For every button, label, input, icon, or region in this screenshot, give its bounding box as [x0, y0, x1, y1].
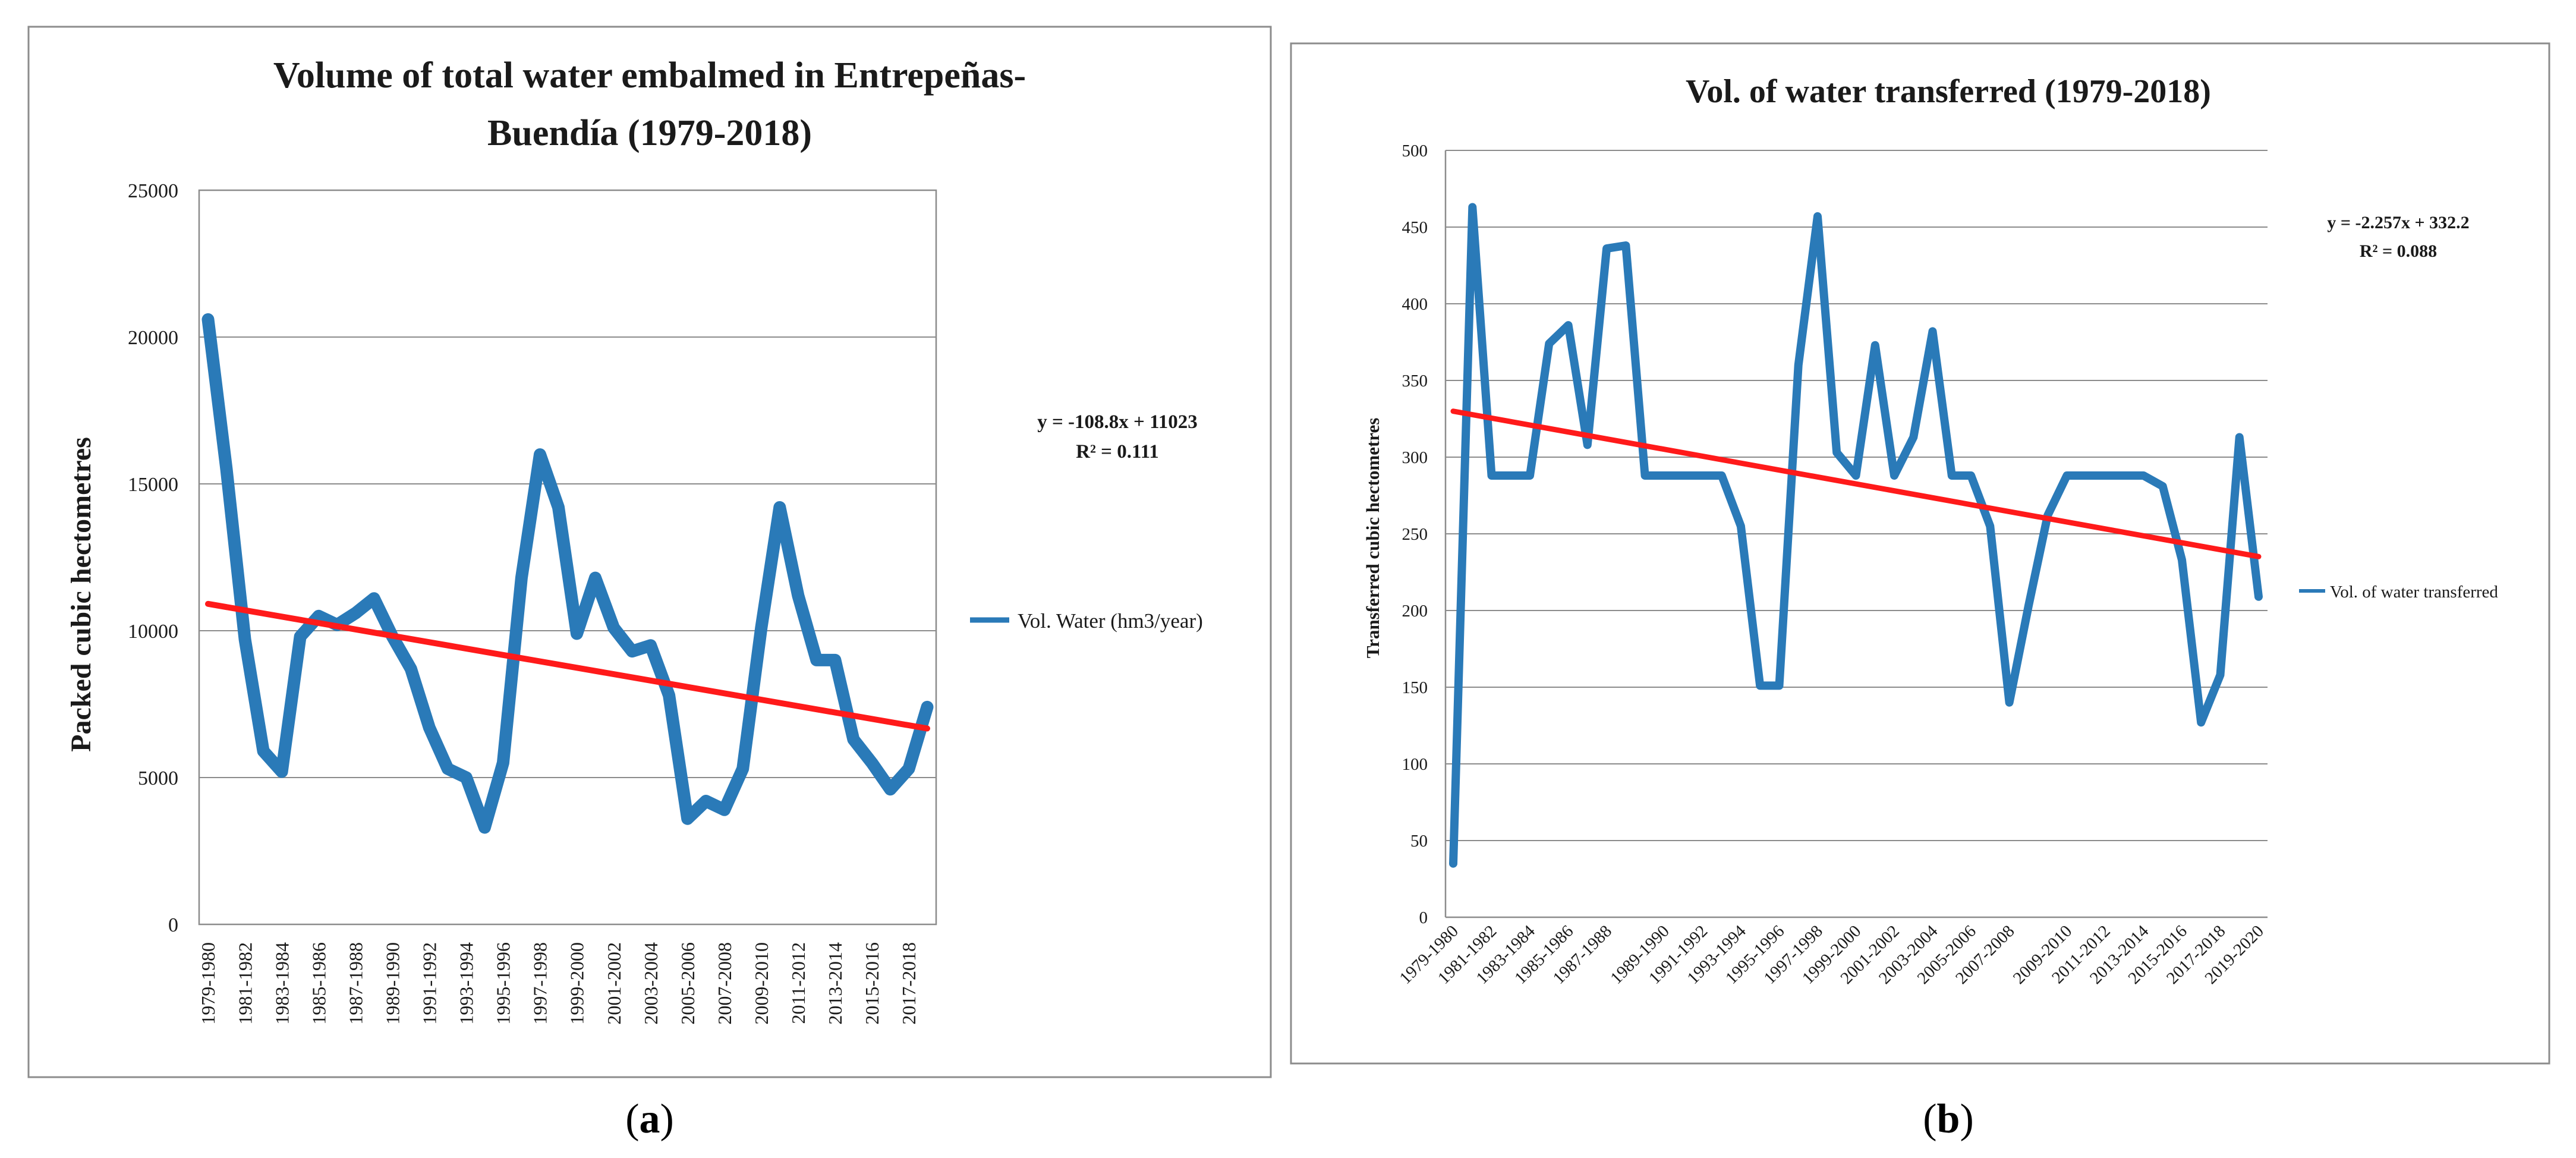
caption-b-close: ) [1960, 1096, 1973, 1142]
chart-a-y-axis-label: Packed cubic hectometres [65, 437, 97, 752]
chart-a-y-tick-label: 5000 [138, 767, 178, 789]
chart-a-x-tick-label: 2011-2012 [788, 942, 809, 1024]
chart-a-y-tick-label: 0 [168, 914, 178, 936]
chart-a-x-tick-label: 2009-2010 [751, 942, 772, 1025]
chart-a-trend-equation: y = -108.8x + 11023 [1037, 411, 1198, 433]
caption-b-letter: b [1937, 1096, 1960, 1142]
chart-a-y-tick-label: 15000 [128, 474, 178, 496]
chart-a-x-tick-label: 1993-1994 [456, 942, 477, 1025]
chart-a-x-tick-label: 2007-2008 [714, 942, 735, 1025]
caption-a-letter: a [640, 1096, 660, 1142]
chart-a-trend-r2: R² = 0.111 [1076, 441, 1159, 462]
chart-a-x-ticks: 1979-1980 1981-1982 1983-1984 1985-1986 1987… [197, 942, 919, 1025]
caption-a: (a) [625, 1096, 674, 1142]
chart-a-legend-label: Vol. Water (hm3/year) [1018, 609, 1203, 633]
chart-b-y-tick-label: 0 [1419, 908, 1428, 927]
chart-a-x-tick-label: 1981-1982 [234, 942, 256, 1025]
chart-a-x-tick-label: 2013-2014 [824, 942, 846, 1025]
chart-panel-b: Vol. of water transferred (1979-2018) Tr… [1290, 42, 2550, 1065]
chart-b-gridlines [1446, 150, 2268, 918]
chart-a-y-tick-label: 25000 [128, 180, 178, 202]
chart-b-y-ticks: 0 50 100 150 200 250 300 350 400 450 500 [1402, 141, 1428, 927]
chart-panel-a: Volume of total water embalmed in Entrep… [27, 26, 1272, 1078]
chart-a-x-tick-label: 1985-1986 [308, 942, 329, 1025]
chart-b-series-line-vol-transferred [1449, 203, 2263, 868]
chart-a-x-tick-label: 1983-1984 [271, 942, 292, 1025]
caption-a-open: ( [625, 1096, 639, 1142]
caption-b-open: ( [1923, 1096, 1936, 1142]
chart-b-y-tick-label: 300 [1402, 448, 1428, 467]
chart-b-y-tick-label: 100 [1402, 755, 1428, 774]
chart-b-trend-r2: R² = 0.088 [2360, 241, 2437, 261]
chart-a-x-tick-label: 1989-1990 [382, 942, 403, 1025]
chart-a-y-ticks: 0 5000 10000 15000 20000 25000 [128, 180, 178, 936]
chart-b-frame [1290, 42, 2550, 1065]
caption-b: (b) [1923, 1096, 1974, 1142]
chart-a-plot-area [198, 189, 937, 926]
chart-a-x-tick-label: 1987-1988 [345, 942, 366, 1025]
chart-b-trend-equation: y = -2.257x + 332.2 [2327, 213, 2469, 232]
chart-b-legend-label: Vol. of water transferred [2330, 583, 2498, 602]
chart-a-x-tick-label: 2003-2004 [640, 942, 662, 1025]
chart-a-x-tick-label: 1999-2000 [566, 942, 588, 1025]
chart-a-x-tick-label: 1991-1992 [419, 942, 440, 1025]
chart-a-x-tick-label: 2001-2002 [603, 942, 625, 1025]
chart-b-y-tick-label: 500 [1402, 141, 1428, 161]
chart-b-y-tick-label: 250 [1402, 525, 1428, 544]
chart-a-x-tick-label: 2005-2006 [677, 942, 698, 1025]
chart-b-y-tick-label: 200 [1402, 602, 1428, 621]
chart-a-y-tick-label: 10000 [128, 621, 178, 643]
chart-b-y-axis-label: Transferred cubic hectometres [1362, 418, 1383, 659]
caption-a-close: ) [660, 1096, 674, 1142]
chart-a-title-line-1: Volume of total water embalmed in Entrep… [273, 55, 1026, 96]
chart-a-x-tick-label: 1997-1998 [530, 942, 551, 1025]
chart-b-y-tick-label: 450 [1402, 218, 1428, 237]
chart-a-title-line-2: Buendía (1979-2018) [487, 113, 812, 153]
chart-a-series-line-vol-water [201, 313, 934, 834]
chart-b-title: Vol. of water transferred (1979-2018) [1686, 73, 2211, 110]
chart-a-x-tick-label: 2015-2016 [861, 942, 883, 1025]
chart-a-x-tick-label: 1979-1980 [197, 942, 219, 1025]
chart-b-y-tick-label: 350 [1402, 372, 1428, 391]
chart-a-frame [27, 26, 1272, 1078]
chart-b-y-tick-label: 150 [1402, 678, 1428, 697]
chart-b-trendline [1450, 408, 2262, 559]
chart-a-x-tick-label: 1995-1996 [493, 942, 514, 1025]
chart-a-trendline [205, 600, 930, 732]
chart-a-y-tick-label: 20000 [128, 327, 178, 349]
chart-b-y-tick-label: 50 [1410, 832, 1428, 851]
chart-b-y-tick-label: 400 [1402, 295, 1428, 314]
chart-a-x-tick-label: 2017-2018 [898, 942, 919, 1025]
